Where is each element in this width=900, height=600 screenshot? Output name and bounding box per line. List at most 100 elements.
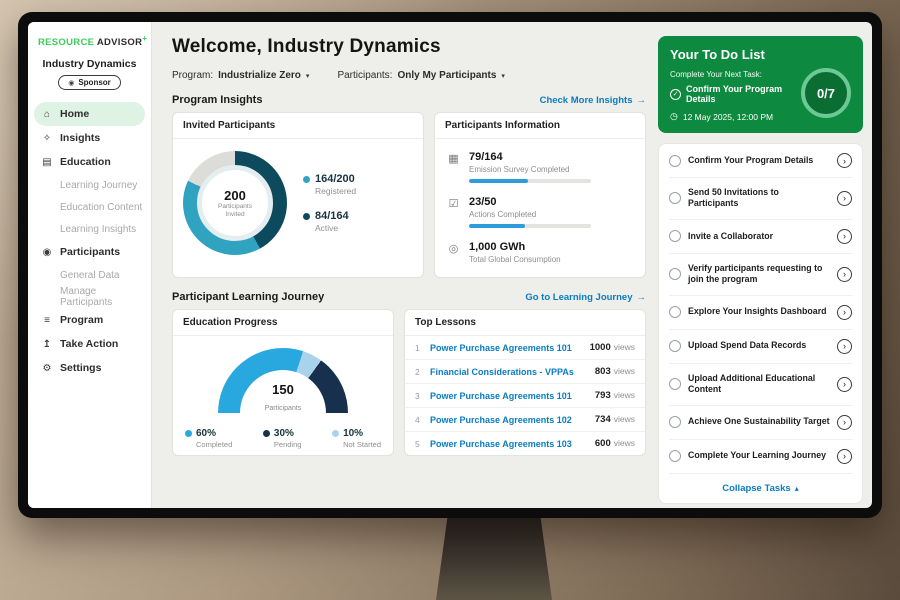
sidebar-item-participants[interactable]: ◉ Participants: [34, 240, 145, 264]
sidebar-item-label: Education: [60, 156, 111, 168]
legend-item-pending: 30% Pending: [263, 428, 302, 449]
todo-title: Your To Do List: [670, 47, 851, 62]
sidebar: RESOURCE ADVISOR+ Industry Dynamics ◉ Sp…: [28, 22, 152, 508]
lesson-views: 1000views: [590, 342, 635, 353]
chevron-right-icon[interactable]: ›: [837, 153, 852, 168]
task-row[interactable]: Upload Additional Educational Content ›: [669, 364, 852, 406]
dashboard-screen: RESOURCE ADVISOR+ Industry Dynamics ◉ Sp…: [28, 22, 872, 508]
list-icon: ≡: [41, 315, 53, 326]
legend-item-not-started: 10% Not Started: [332, 428, 381, 449]
progress-track: [469, 179, 591, 183]
donut-center-label: Participants Invited: [209, 203, 261, 219]
lesson-row: 4 Power Purchase Agreements 102 734views: [405, 408, 645, 432]
lesson-link[interactable]: Power Purchase Agreements 101: [430, 391, 595, 401]
sidebar-item-learning-journey[interactable]: Learning Journey: [34, 174, 145, 196]
task-label: Upload Additional Educational Content: [688, 373, 830, 396]
task-checkbox[interactable]: [669, 306, 681, 318]
task-checkbox[interactable]: [669, 450, 681, 462]
task-checkbox[interactable]: [669, 230, 681, 242]
task-checkbox[interactable]: [669, 268, 681, 280]
program-select[interactable]: Program: Industrialize Zero ▾: [172, 70, 309, 81]
sidebar-item-insights[interactable]: ✧ Insights: [34, 126, 145, 150]
chevron-right-icon[interactable]: ›: [837, 191, 852, 206]
sidebar-item-learning-insights[interactable]: Learning Insights: [34, 218, 145, 240]
task-checkbox[interactable]: [669, 155, 681, 167]
task-label: Explore Your Insights Dashboard: [688, 306, 830, 317]
task-label: Confirm Your Program Details: [688, 155, 830, 166]
gear-icon: ⚙: [41, 363, 53, 374]
go-to-learning-journey-link[interactable]: Go to Learning Journey →: [525, 292, 646, 303]
task-row[interactable]: Verify participants requesting to join t…: [669, 254, 852, 296]
legend-dot: [185, 430, 192, 437]
legend-item-registered: 164/200 Registered: [303, 173, 356, 196]
todo-due-label: 12 May 2025, 12:00 PM: [683, 112, 773, 122]
brand-logo: RESOURCE ADVISOR+: [28, 34, 151, 48]
todo-summary-card: Your To Do List Complete Your Next Task:…: [658, 36, 863, 133]
gauge-center-value: 150: [218, 382, 348, 397]
todo-next-task-label: Confirm Your Program Details: [686, 84, 806, 104]
sidebar-item-settings[interactable]: ⚙ Settings: [34, 356, 145, 380]
chevron-right-icon[interactable]: ›: [837, 415, 852, 430]
task-row[interactable]: Invite a Collaborator ›: [669, 220, 852, 254]
task-row[interactable]: Send 50 Invitations to Participants ›: [669, 178, 852, 220]
chevron-right-icon[interactable]: ›: [837, 339, 852, 354]
chevron-right-icon[interactable]: ›: [837, 449, 852, 464]
task-checkbox[interactable]: [669, 416, 681, 428]
chevron-down-icon: ▾: [501, 72, 505, 80]
sidebar-nav: ⌂ Home ✧ Insights ▤ Education Learning J…: [28, 102, 151, 380]
invited-donut-chart: 200 Participants Invited: [183, 151, 287, 255]
participants-select[interactable]: Participants: Only My Participants ▾: [337, 70, 504, 81]
lesson-link[interactable]: Power Purchase Agreements 103: [430, 439, 595, 449]
task-checkbox[interactable]: [669, 378, 681, 390]
lesson-row: 3 Power Purchase Agreements 101 793views: [405, 384, 645, 408]
todo-next-task: ✓ Confirm Your Program Details: [670, 84, 806, 104]
sidebar-item-home[interactable]: ⌂ Home: [34, 102, 145, 126]
sidebar-item-program[interactable]: ≡ Program: [34, 308, 145, 332]
task-row[interactable]: Confirm Your Program Details ›: [669, 144, 852, 178]
legend-dot: [263, 430, 270, 437]
stat-label: Emission Survey Completed: [469, 165, 591, 174]
sidebar-item-general-data[interactable]: General Data: [34, 264, 145, 286]
link-label: Check More Insights: [540, 95, 633, 106]
clock-icon: ◷: [670, 111, 678, 122]
donut-center: 200 Participants Invited: [197, 165, 273, 241]
task-label: Invite a Collaborator: [688, 231, 830, 242]
todo-progress-badge: 0/7: [801, 68, 851, 118]
task-row[interactable]: Complete Your Learning Journey ›: [669, 440, 852, 474]
legend-dot: [332, 430, 339, 437]
task-row[interactable]: Upload Spend Data Records ›: [669, 330, 852, 364]
task-label: Verify participants requesting to join t…: [688, 263, 830, 286]
lesson-link[interactable]: Financial Considerations - VPPAs: [430, 367, 595, 377]
take-action-icon: ↥: [41, 339, 53, 350]
consumption-row: ◎ 1,000 GWh Total Global Consumption: [447, 241, 633, 264]
stat-label: Actions Completed: [469, 210, 591, 219]
lesson-link[interactable]: Power Purchase Agreements 101: [430, 343, 590, 353]
arrow-right-icon: →: [637, 95, 647, 106]
task-row[interactable]: Achieve One Sustainability Target ›: [669, 406, 852, 440]
legend-item-active: 84/164 Active: [303, 210, 356, 233]
lesson-link[interactable]: Power Purchase Agreements 102: [430, 415, 595, 425]
card-title: Invited Participants: [173, 113, 423, 139]
chevron-right-icon[interactable]: ›: [837, 377, 852, 392]
collapse-tasks-link[interactable]: Collapse Tasks ▴: [669, 474, 852, 503]
task-row[interactable]: Explore Your Insights Dashboard ›: [669, 296, 852, 330]
sidebar-item-label: Participants: [60, 246, 120, 258]
sponsor-badge-label: Sponsor: [78, 78, 110, 87]
chevron-right-icon[interactable]: ›: [837, 267, 852, 282]
task-checkbox[interactable]: [669, 192, 681, 204]
check-more-insights-link[interactable]: Check More Insights →: [540, 95, 646, 106]
sidebar-item-education[interactable]: ▤ Education: [34, 150, 145, 174]
donut-center-value: 200: [224, 188, 246, 203]
sidebar-item-manage-participants[interactable]: Manage Participants: [34, 286, 145, 308]
page-title: Welcome, Industry Dynamics: [172, 36, 646, 58]
task-checkbox[interactable]: [669, 340, 681, 352]
chevron-right-icon[interactable]: ›: [837, 305, 852, 320]
program-select-value: Industrialize Zero: [218, 70, 301, 81]
sidebar-item-label: Insights: [60, 132, 100, 144]
home-icon: ⌂: [41, 109, 53, 120]
chevron-right-icon[interactable]: ›: [837, 229, 852, 244]
education-progress-card: Education Progress 150 Participants 60% …: [172, 309, 394, 456]
sidebar-item-take-action[interactable]: ↥ Take Action: [34, 332, 145, 356]
monitor-bezel: RESOURCE ADVISOR+ Industry Dynamics ◉ Sp…: [18, 12, 882, 518]
sidebar-item-education-content[interactable]: Education Content: [34, 196, 145, 218]
